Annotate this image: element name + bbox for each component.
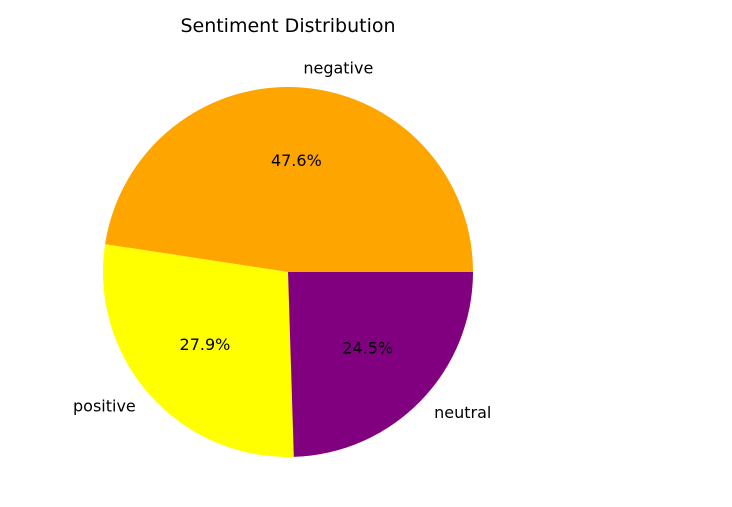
pie-slice-negative [105, 87, 473, 273]
chart-title: Sentiment Distribution [180, 15, 395, 37]
slice-label-neutral: neutral [434, 403, 491, 422]
pie-labels: negative 47.6% positive 27.9% neutral 24.5% [73, 59, 491, 423]
percent-label-neutral: 24.5% [342, 339, 393, 358]
pie-slice-neutral [288, 272, 473, 457]
percent-label-positive: 27.9% [180, 335, 231, 354]
pie-slice-positive [102, 244, 294, 457]
slice-label-positive: positive [73, 397, 136, 416]
slice-label-negative: negative [303, 59, 373, 78]
percent-label-negative: 47.6% [271, 151, 322, 170]
pie-slices [102, 87, 473, 457]
